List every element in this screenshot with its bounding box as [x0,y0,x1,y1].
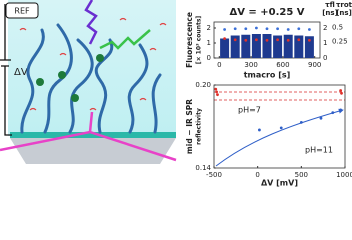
point [276,38,279,42]
point [286,28,290,31]
x-tick-label: 500 [295,171,308,179]
figure: REF ΔV ΔV = +0.25 V 0 300 600 900 tmacro [s] 0… [0,0,352,188]
x-tick-label: 0 [255,171,259,179]
point [244,38,248,42]
charts [214,91,345,167]
point [299,120,303,124]
plot-frame [213,84,346,169]
y-tick-label: 1 [207,39,211,47]
point [258,128,261,132]
y3-tick-label: 0.5 [332,24,343,32]
x-axis-label: tmacro [s] [244,71,291,80]
x-tick-label: 900 [308,61,321,69]
y3-axis-label: τrot [336,1,352,9]
x-tick-label: 600 [276,61,289,69]
x-axis-label: ΔV [mV] [261,179,298,188]
point [223,28,227,31]
bar [273,35,283,58]
point [223,37,227,41]
schematic: REF ΔV [0,0,177,164]
point [216,93,219,97]
annotation: pH=7 [238,106,261,115]
ref-label: REF [14,7,30,16]
trend-arrow [215,108,344,167]
y2-axis-label: τfl [325,1,335,9]
point [319,116,323,120]
point [233,38,237,42]
emission-arrow [99,29,151,50]
polymer-chains [20,23,162,134]
y3-tick-label: 0.25 [332,37,348,45]
y-axis-label: Fluorescence [185,12,194,68]
point [255,38,258,42]
x-tick-label: 0 [217,61,221,69]
point [233,27,237,31]
point [339,108,343,112]
point [215,90,219,94]
bar [262,34,272,58]
point [308,38,311,42]
excitation-arrow [84,0,98,45]
point [339,89,343,92]
bar [251,34,261,58]
y3-axis-label: [ns] [336,9,352,17]
x-tick-label: 1000 [336,171,352,179]
y-axis-label: mid − IR SPR [185,99,194,154]
y-tick-label: 0.14 [195,164,211,172]
point [214,87,218,91]
ions [19,17,167,111]
annotation: pH=11 [305,146,333,155]
x-tick-label: -500 [206,171,222,179]
point [279,126,283,130]
y2-tick-label: 0 [323,54,327,62]
y2-tick-label: 1 [323,39,327,47]
bar [220,38,230,58]
ref-box [5,2,39,19]
point [308,28,311,31]
point [265,38,269,42]
circuit [0,4,12,136]
point [286,38,290,42]
electrode [10,132,176,138]
page: REF ΔV ΔV = +0.25 V 0 300 600 900 tmacro [s] 0… [0,0,352,189]
y2-tick-label: 2 [323,24,327,32]
point [265,27,269,31]
y-axis-label: reflectivity [196,108,203,145]
prism [10,138,176,164]
x-tick-label: 300 [244,61,257,69]
point [340,91,343,95]
point [244,27,248,31]
y-tick-label: 0.20 [195,81,211,89]
point [331,111,335,115]
point [276,27,279,31]
ir-beam [0,111,177,162]
voltage-label: ΔV [14,67,28,78]
y-axis-label: [× 10³ counts] [196,16,203,65]
y-tick-label: 0 [207,54,211,62]
beads [36,54,104,102]
bar [230,35,240,58]
chart-title: ΔV = +0.25 V [229,7,304,18]
y2-axis-label: [ns] [322,9,338,17]
bar [304,36,314,58]
point [297,38,301,42]
bar [283,34,293,58]
bar [294,35,304,58]
point [255,26,258,30]
point [297,27,301,31]
y-tick-label: 2 [207,24,211,32]
bar [241,34,251,58]
